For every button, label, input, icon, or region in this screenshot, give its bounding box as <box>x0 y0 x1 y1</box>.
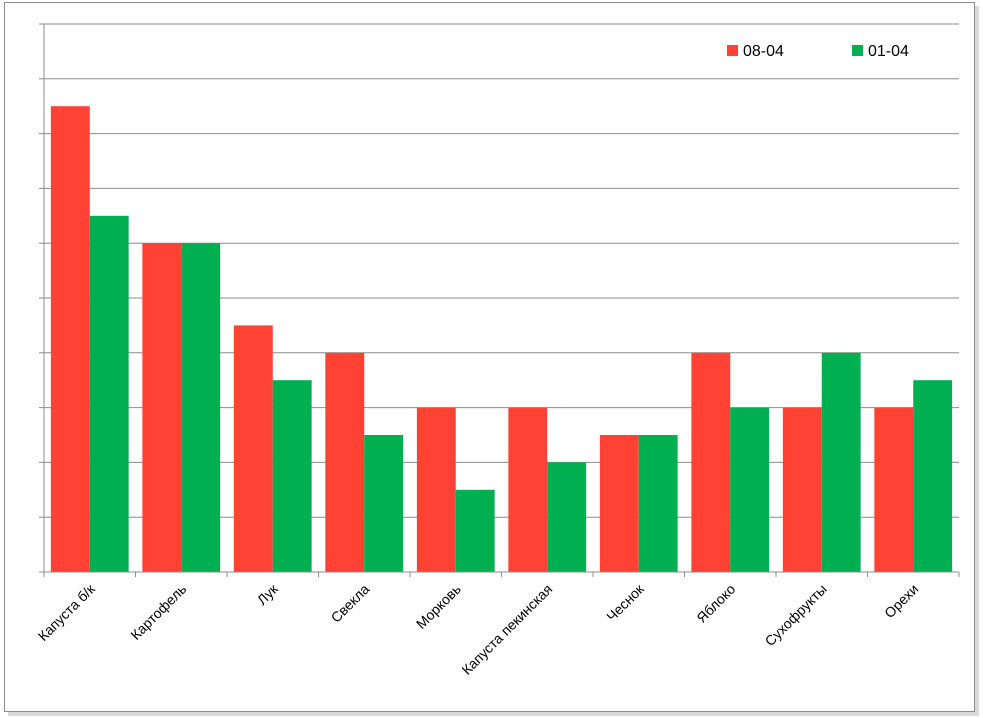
bar-08-04 <box>874 407 914 572</box>
x-tick-label: Орехи <box>881 581 921 621</box>
legend-swatch <box>852 45 863 56</box>
bar-01-04 <box>547 462 587 572</box>
bar-01-04 <box>821 352 861 572</box>
bar-01-04 <box>89 215 129 573</box>
bar-01-04 <box>913 380 953 572</box>
bar-08-04 <box>599 435 639 572</box>
bar-01-04 <box>364 435 404 572</box>
x-tick-label: Капуста пекинская <box>458 581 555 678</box>
chart-frame: Капуста б/к Картофель Лук Свекла Морковь Капу… <box>4 2 975 712</box>
x-tick-label: Капуста б/к <box>35 580 99 644</box>
bar-01-04 <box>272 380 312 572</box>
x-tick-label: Свекла <box>328 581 373 626</box>
bar-08-04 <box>782 407 822 572</box>
x-tick-label: Картофель <box>127 581 189 643</box>
bar-chart: Капуста б/к Картофель Лук Свекла МорковьКапу… <box>35 23 960 678</box>
bar-08-04 <box>416 407 456 572</box>
bar-01-04 <box>181 243 221 572</box>
bar-08-04 <box>50 106 90 572</box>
bar-08-04 <box>142 243 182 572</box>
bar-08-04 <box>325 352 365 572</box>
x-tick-label: Лук <box>254 580 282 608</box>
bar-08-04 <box>691 352 731 572</box>
bar-08-04 <box>508 407 548 572</box>
x-tick-label: Чеснок <box>603 580 647 624</box>
x-tick-label: Морковь <box>413 581 464 632</box>
legend-label: 08-04 <box>743 43 784 60</box>
x-tick-label: Сухофрукты <box>762 581 830 649</box>
bar-08-04 <box>233 325 273 572</box>
bar-01-04 <box>455 489 495 572</box>
x-tick-label: Яблоко <box>693 581 738 626</box>
bar-01-04 <box>730 407 770 572</box>
legend-swatch <box>727 45 738 56</box>
legend-label: 01-04 <box>868 43 909 60</box>
bar-01-04 <box>638 435 678 572</box>
